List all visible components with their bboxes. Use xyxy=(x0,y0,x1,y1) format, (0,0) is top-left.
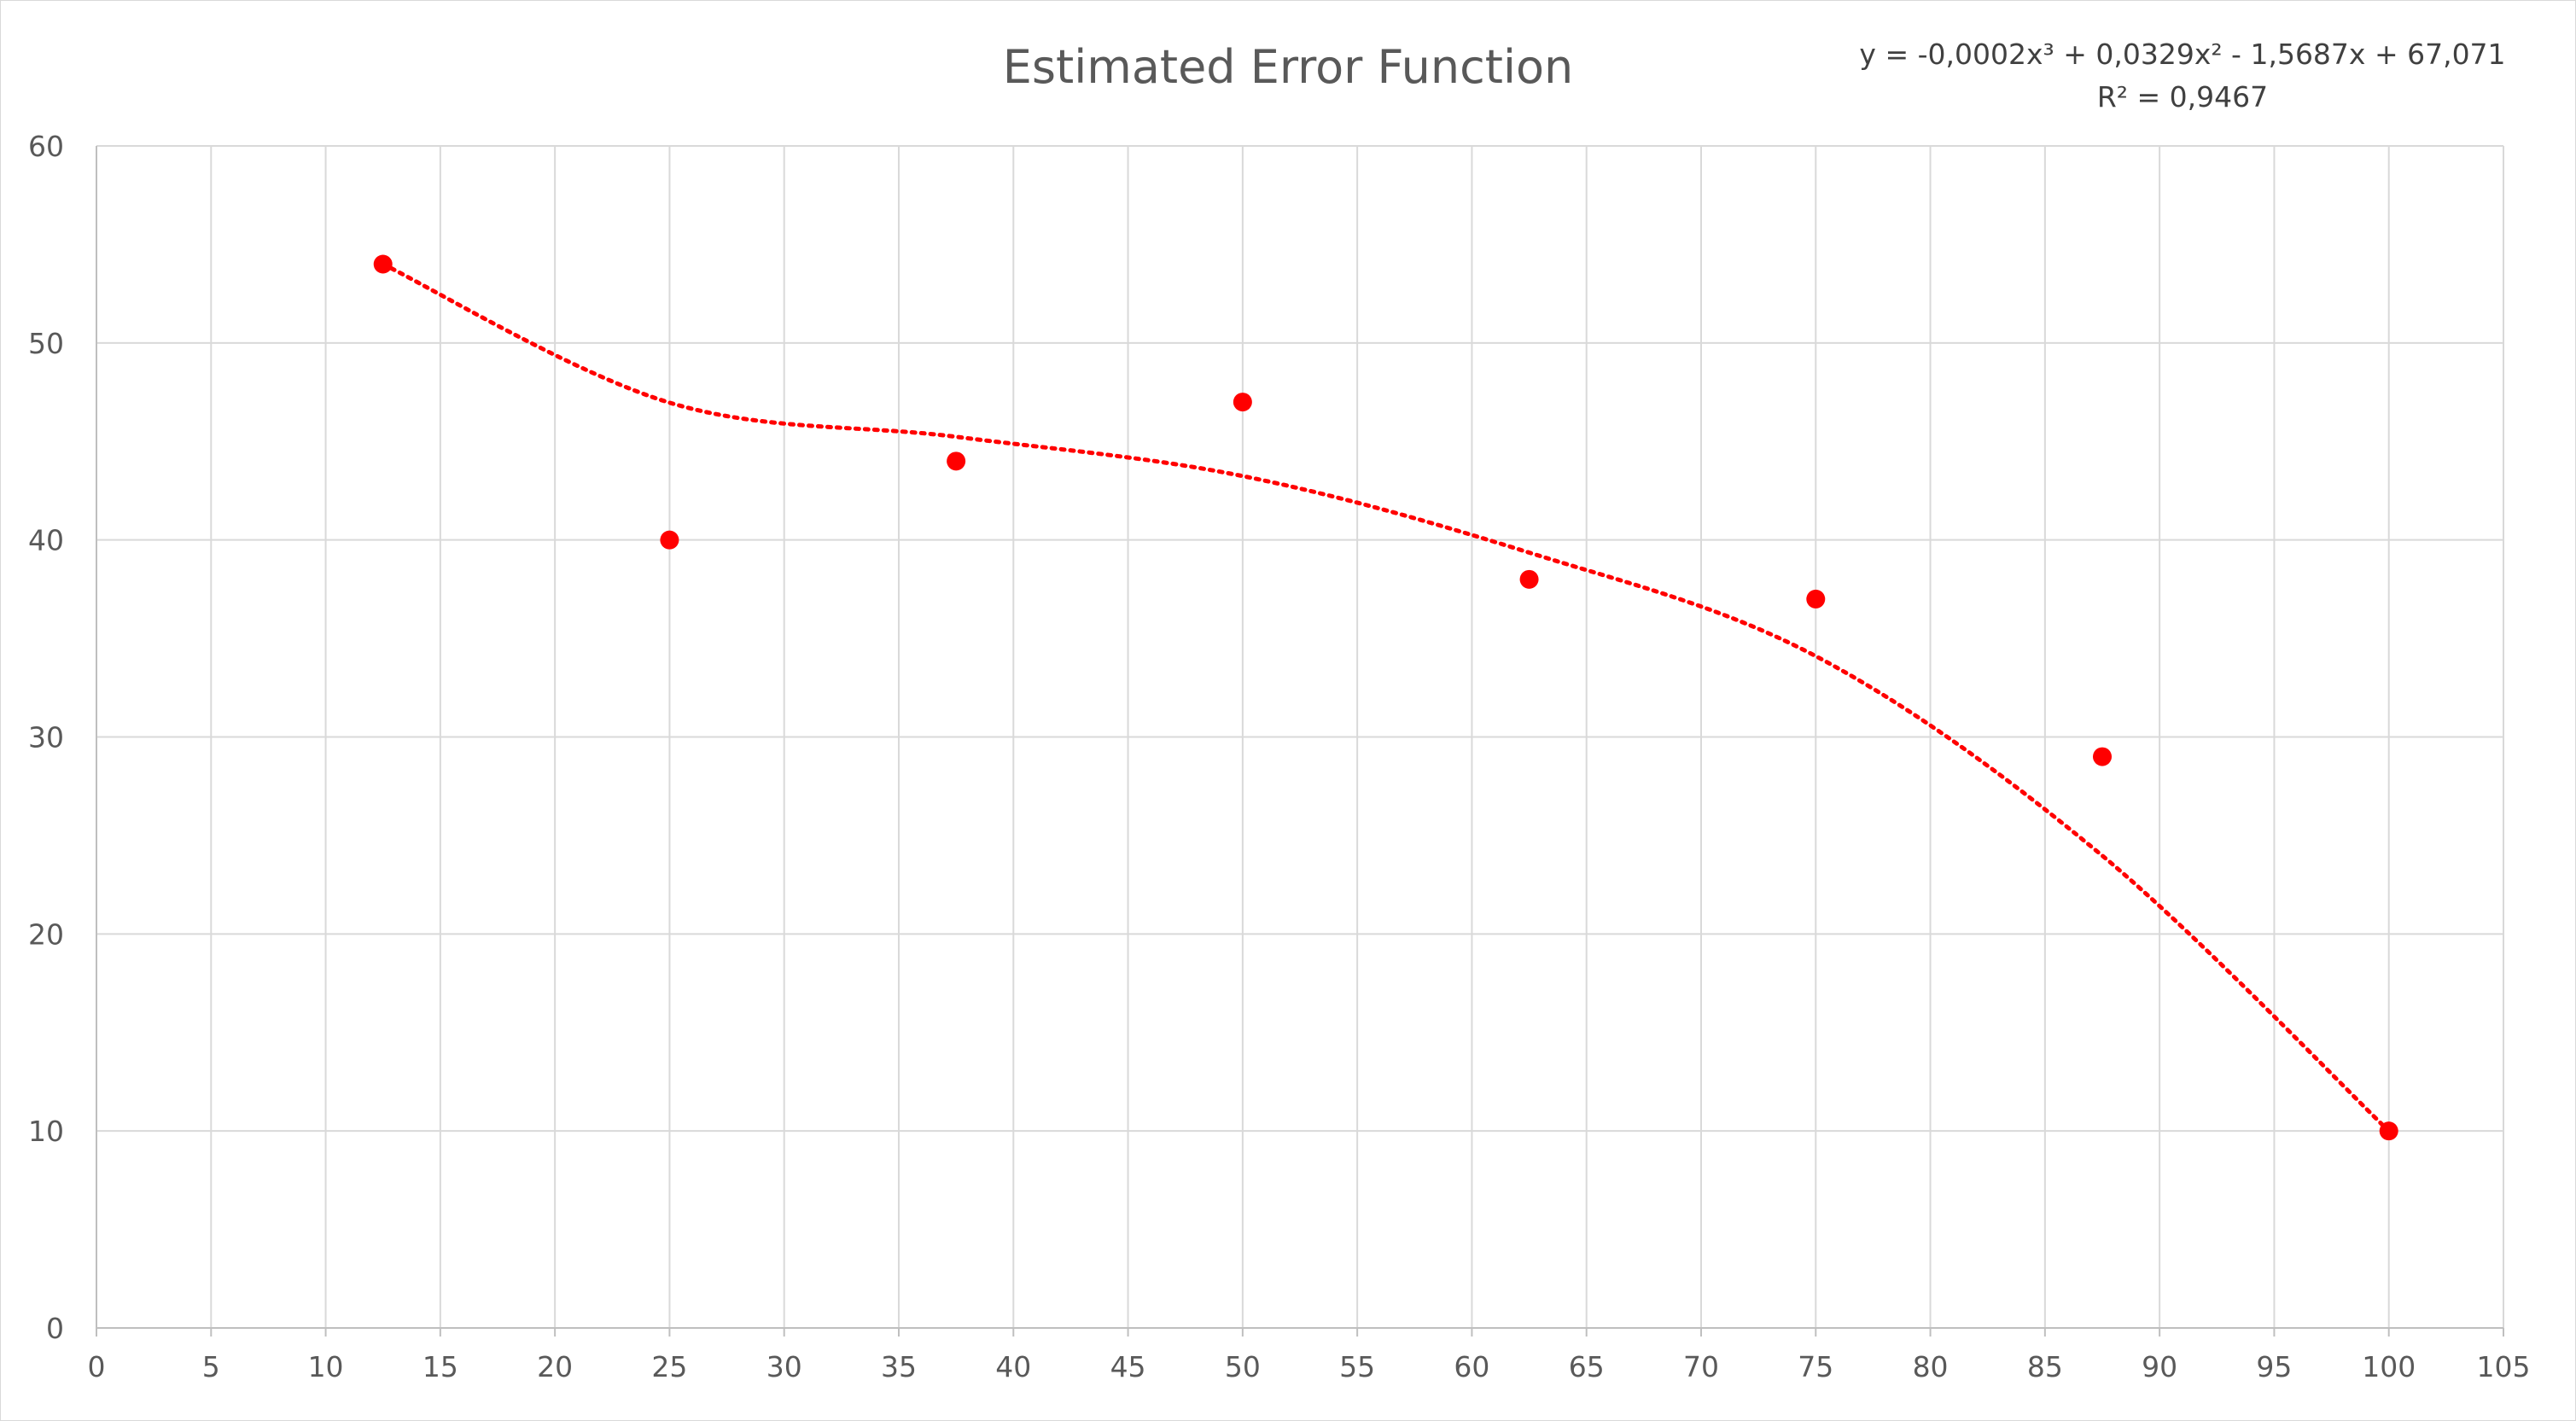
data-point xyxy=(947,451,966,471)
data-points xyxy=(373,254,2398,1141)
tick-labels: 0 10 20 30 40 50 60 0 5 10 15 20 25 30 35 40 45 50 55 60 65 7… xyxy=(28,130,2531,1383)
x-tick-label: 15 xyxy=(423,1350,458,1383)
x-tick-label: 80 xyxy=(1913,1350,1949,1383)
x-tick-label: 100 xyxy=(2362,1350,2416,1383)
x-tick-label: 10 xyxy=(308,1350,344,1383)
y-tick-label: 20 xyxy=(28,917,64,951)
x-tick-label: 0 xyxy=(88,1350,106,1383)
x-tick-label: 105 xyxy=(2477,1350,2531,1383)
x-tick-label: 90 xyxy=(2142,1350,2177,1383)
data-point xyxy=(660,530,679,550)
x-tick-label: 65 xyxy=(1569,1350,1605,1383)
data-point xyxy=(2093,747,2112,766)
trendline-equation: y = -0,0002x³ + 0,0329x² - 1,5687x + 67,… xyxy=(1859,38,2505,71)
x-tick-label: 55 xyxy=(1339,1350,1375,1383)
x-tick-label: 30 xyxy=(766,1350,802,1383)
data-point xyxy=(373,254,393,274)
x-tick-label: 40 xyxy=(995,1350,1031,1383)
x-tick-label: 25 xyxy=(651,1350,687,1383)
axis-layer xyxy=(96,146,2504,1337)
y-tick-label: 10 xyxy=(28,1115,64,1148)
x-tick-label: 5 xyxy=(202,1350,220,1383)
y-tick-label: 0 xyxy=(46,1312,64,1345)
x-tick-label: 20 xyxy=(537,1350,573,1383)
grid-layer xyxy=(96,145,2504,1328)
x-tick-label: 70 xyxy=(1683,1350,1719,1383)
trendline xyxy=(381,262,2392,1133)
trendline-r-squared: R² = 0,9467 xyxy=(2097,80,2268,114)
data-point xyxy=(2379,1121,2398,1141)
data-point xyxy=(1806,589,1826,609)
data-point xyxy=(1233,393,1252,412)
y-tick-label: 50 xyxy=(28,327,64,360)
x-tick-label: 95 xyxy=(2256,1350,2292,1383)
x-tick-label: 85 xyxy=(2027,1350,2063,1383)
x-tick-label: 45 xyxy=(1110,1350,1146,1383)
x-tick-label: 50 xyxy=(1225,1350,1261,1383)
x-tick-label: 75 xyxy=(1798,1350,1833,1383)
y-tick-label: 40 xyxy=(28,524,64,557)
y-tick-label: 30 xyxy=(28,721,64,754)
data-point xyxy=(1519,569,1539,589)
chart-title: Estimated Error Function xyxy=(1003,40,1573,94)
trendline-layer xyxy=(381,262,2392,1133)
y-tick-label: 60 xyxy=(28,130,64,163)
x-tick-label: 60 xyxy=(1454,1350,1489,1383)
x-tick-label: 35 xyxy=(881,1350,917,1383)
